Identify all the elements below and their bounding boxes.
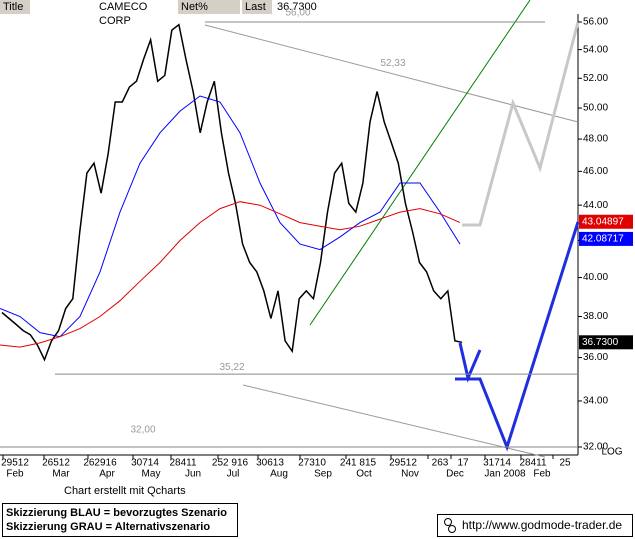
price-tag [579,214,633,229]
x-tick-label: 252 916 [212,458,249,469]
scenario-legend: Skizzierung BLAU = bevorzugtes Szenario … [2,503,238,537]
price-tag-label: 43.04897 [582,216,624,227]
moving-average [0,95,461,338]
channel-upper [204,24,579,123]
month-label: Apr [99,469,115,480]
level-label: 56,00 [285,8,310,19]
y-tick-label: 48.00 [583,134,608,145]
scenario-blue-arrow [458,342,482,383]
month-label: Mar [52,469,70,480]
price-tag [579,335,633,350]
x-tick-label: 30714 [131,458,159,469]
moving-average [0,201,461,348]
month-label: May [142,469,161,480]
y-tick-label: 56.00 [583,17,608,28]
month-label: Dec [446,469,464,480]
price-tag-label: 42.08717 [582,234,624,245]
x-tick-label: 26512 [42,458,70,469]
x-tick-label: 28411 [519,458,547,469]
x-tick-label: 263 [432,458,449,469]
x-tick-label: 17 [457,458,469,469]
month-label: Feb [533,469,551,480]
x-tick-label: 31714 [483,458,511,469]
scenario-gray [462,21,580,227]
y-tick-label: 38.00 [583,311,608,322]
month-label: Feb [6,469,24,480]
trend-line [309,0,531,326]
price-line [1,23,463,362]
y-tick-label: 36.00 [583,352,608,363]
month-label: Oct [356,469,372,480]
chart: LOG 32.0034.0036.0038.0040.0042.0044.004… [0,0,633,480]
last-value: 36.7300 [277,1,317,13]
y-tick-label: 44.00 [583,200,608,211]
log-label: LOG [601,447,622,458]
month-label: Aug [270,469,288,480]
month-label: Nov [401,469,419,480]
month-label: Jun [185,469,201,480]
legend-line: Skizzierung GRAU = Alternativszenario [6,521,211,533]
symbol-name: CAMECO CORP [99,1,148,27]
month-label: Sep [314,469,332,480]
month-label: Jan 2008 [484,469,526,480]
month-label: Jul [227,469,240,480]
url-box[interactable]: http://www.godmode-trader.de [437,514,633,537]
net-label: Net% [178,0,240,14]
y-tick-label: 50.00 [583,103,608,114]
level-label: 35,22 [219,362,244,373]
channel-lower [242,384,546,458]
x-tick-label: 25 [559,458,571,469]
credit: Chart erstellt mit Qcharts [64,485,186,497]
y-tick-label: 34.00 [583,396,608,407]
x-tick-label: 29512 [1,458,29,469]
x-tick-label: 29512 [389,458,417,469]
price-tag-label: 36.7300 [582,337,619,348]
x-tick-label: 27310 [298,458,326,469]
price-tag [579,231,633,246]
y-tick-label: 52.00 [583,73,608,84]
y-tick-label: 32.00 [583,442,608,453]
icon [444,518,456,533]
level-label: 32,00 [130,425,155,436]
last-label: Last [242,0,272,14]
scenario-blue [455,221,580,452]
x-tick-label: 30613 [256,458,284,469]
url[interactable]: http://www.godmode-trader.de [462,518,623,532]
x-tick-label: 241 815 [340,458,377,469]
legend-line: Skizzierung BLAU = bevorzugtes Szenario [6,507,227,519]
title-label: Title [0,0,30,14]
x-tick-label: 262916 [83,458,117,469]
y-tick-label: 40.00 [583,272,608,283]
y-tick-label: 54.00 [583,44,608,55]
level-label: 52,33 [380,58,405,69]
x-tick-label: 28411 [169,458,197,469]
y-tick-label: 46.00 [583,166,608,177]
